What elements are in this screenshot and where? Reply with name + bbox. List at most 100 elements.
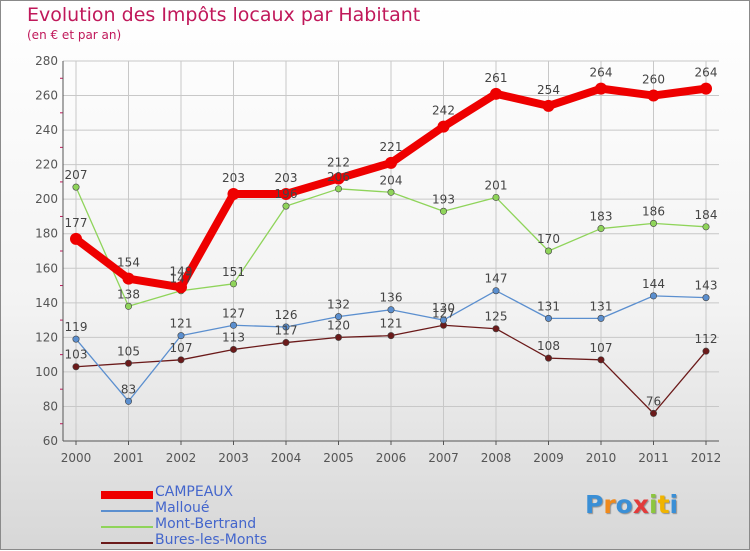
data-label-mallou-: 131 [537, 299, 560, 313]
logo-letter: r [603, 490, 616, 519]
data-point-mont-bertrand [597, 225, 605, 233]
data-point-bures-les-monts [597, 356, 605, 364]
x-tick-label: 2009 [533, 451, 564, 465]
data-point-mont-bertrand [72, 183, 80, 191]
data-label-mallou-: 143 [695, 279, 718, 293]
x-tick-label: 2002 [166, 451, 197, 465]
data-point-mont-bertrand [439, 207, 447, 215]
data-label-bures-les-monts: 120 [327, 318, 350, 332]
x-tick-label: 2010 [586, 451, 617, 465]
data-label-campeaux: 212 [327, 155, 350, 169]
data-point-mallou- [282, 323, 290, 331]
y-tick-label: 220 [35, 158, 58, 172]
y-tick-label: 260 [35, 89, 58, 103]
data-label-mont-bertrand: 138 [117, 287, 140, 301]
data-point-bures-les-monts [334, 333, 342, 341]
data-point-mallou- [387, 306, 395, 314]
legend-label: Malloué [155, 500, 210, 516]
data-point-campeaux [175, 281, 187, 294]
data-point-mallou- [544, 314, 552, 322]
y-tick-label: 240 [35, 123, 58, 137]
data-label-campeaux: 264 [695, 66, 718, 80]
data-point-mallou- [334, 313, 342, 321]
data-label-bures-les-monts: 76 [646, 394, 661, 408]
x-tick-label: 2011 [638, 451, 669, 465]
data-point-bures-les-monts [125, 359, 133, 367]
y-tick-label: 280 [35, 54, 58, 68]
data-label-mont-bertrand: 183 [590, 210, 613, 224]
data-point-campeaux [595, 82, 607, 95]
data-point-bures-les-monts [387, 332, 395, 340]
series-layer [70, 82, 712, 417]
data-label-mallou-: 126 [275, 308, 298, 322]
data-label-mont-bertrand: 186 [642, 204, 665, 218]
data-point-bures-les-monts [72, 363, 80, 371]
legend-swatch [101, 526, 153, 528]
data-label-mallou-: 136 [380, 291, 403, 305]
x-tick-label: 2001 [113, 451, 144, 465]
y-tick-label: 80 [43, 399, 58, 413]
data-point-mont-bertrand [387, 188, 395, 196]
data-label-bures-les-monts: 127 [432, 306, 455, 320]
data-label-mallou-: 119 [65, 320, 88, 334]
grid-layer [63, 60, 719, 442]
data-point-mont-bertrand [230, 280, 238, 288]
data-point-mallou- [177, 332, 185, 340]
logo-letter: i [669, 490, 679, 519]
logo-letter: t [657, 490, 670, 519]
data-point-campeaux [700, 82, 712, 95]
data-point-mont-bertrand [492, 193, 500, 201]
logo-letter: P [585, 490, 604, 519]
legend-swatch [101, 491, 153, 499]
x-tick-label: 2000 [61, 451, 92, 465]
logo-letter: i [649, 490, 658, 519]
data-label-mont-bertrand: 147 [170, 272, 193, 286]
data-label-mallou-: 127 [222, 306, 245, 320]
data-label-mallou-: 121 [170, 317, 193, 331]
legend-label: Mont-Bertrand [155, 516, 257, 532]
data-label-bures-les-monts: 125 [485, 310, 508, 324]
data-label-bures-les-monts: 107 [590, 341, 613, 355]
data-label-campeaux: 254 [537, 83, 560, 97]
data-point-bures-les-monts [230, 345, 238, 353]
data-point-mallou- [702, 294, 710, 302]
data-point-campeaux [490, 87, 502, 100]
data-point-mont-bertrand [649, 219, 657, 227]
data-point-mallou- [230, 321, 238, 329]
x-tick-label: 2006 [376, 451, 407, 465]
data-label-layer: 103 105 107 113 117 120 121 127 125 108 107 76 112 11… [65, 66, 718, 409]
chart-title: Evolution des Impôts locaux par Habitant [27, 4, 421, 26]
data-point-campeaux [70, 232, 82, 245]
data-label-campeaux: 261 [485, 71, 508, 85]
data-point-campeaux [332, 172, 345, 185]
legend-label: CAMPEAUX [155, 484, 234, 500]
data-label-mallou-: 144 [642, 277, 665, 291]
data-label-mont-bertrand: 151 [222, 265, 245, 279]
y-tick-label: 200 [35, 192, 58, 206]
data-label-bures-les-monts: 108 [537, 339, 560, 353]
data-label-campeaux: 260 [642, 73, 665, 87]
data-label-mont-bertrand: 196 [275, 187, 298, 201]
data-label-campeaux: 203 [275, 171, 298, 185]
data-label-mallou-: 130 [432, 301, 455, 315]
data-label-bures-les-monts: 103 [65, 348, 88, 362]
data-point-campeaux [280, 188, 292, 200]
data-label-mont-bertrand: 206 [327, 170, 350, 184]
y-tick-label: 120 [35, 330, 58, 344]
legend-swatch [101, 510, 153, 512]
y-tick-label: 160 [35, 261, 58, 275]
data-point-campeaux [542, 99, 555, 112]
data-label-mont-bertrand: 207 [65, 168, 88, 182]
data-point-campeaux [385, 156, 397, 169]
data-label-campeaux: 221 [380, 140, 403, 154]
data-point-mallou- [597, 314, 605, 322]
data-label-campeaux: 154 [117, 256, 140, 270]
x-tick-label: 2008 [481, 451, 512, 465]
data-point-mont-bertrand [702, 223, 710, 231]
data-label-mont-bertrand: 184 [695, 208, 718, 222]
data-point-bures-les-monts [649, 409, 657, 417]
data-label-bures-les-monts: 105 [117, 344, 140, 358]
axis-layer: 60 80 100 120 140 160 180 200 220 240 260 280 2000 20… [35, 54, 721, 465]
data-label-mallou-: 132 [327, 298, 350, 312]
data-point-bures-les-monts [544, 354, 552, 362]
